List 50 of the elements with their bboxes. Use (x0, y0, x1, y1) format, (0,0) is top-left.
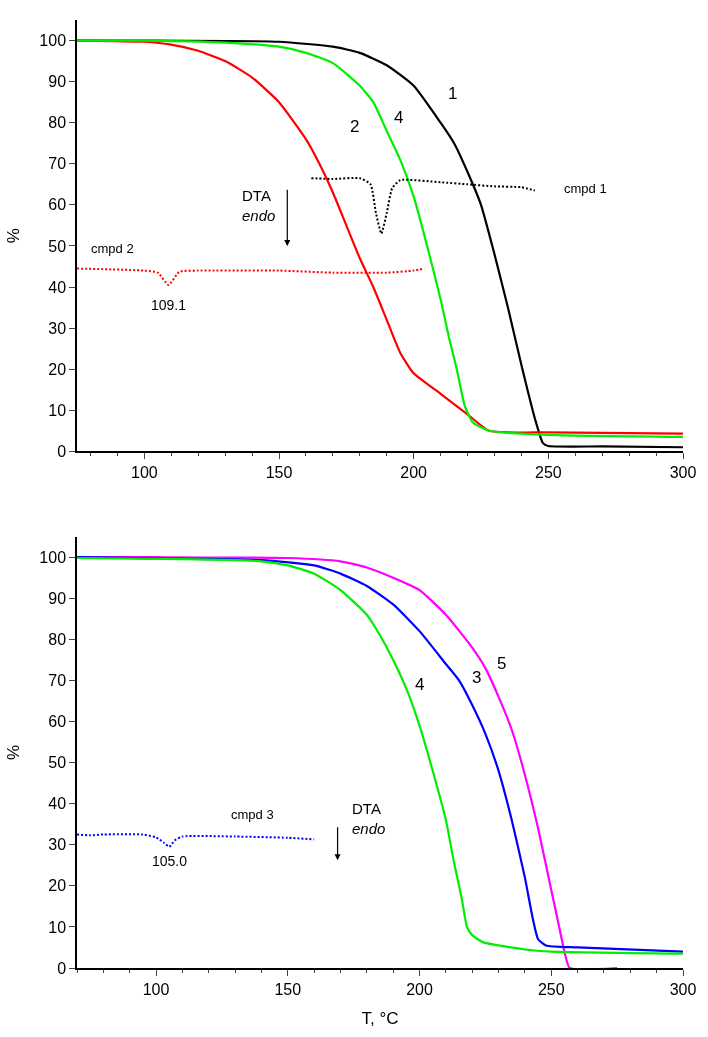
y-tick-label: 30 (48, 319, 67, 337)
x-tick-label: 250 (534, 464, 562, 482)
x-axis-title: T, °C (361, 1008, 399, 1028)
x-tick-label: 300 (669, 464, 697, 482)
annotation: DTA endo (352, 800, 386, 837)
y-tick-label: 40 (48, 278, 67, 296)
line-series (77, 833, 316, 848)
x-tick-label: 250 (537, 980, 565, 998)
annotation: 4 (415, 675, 425, 694)
x-tick-label: 100 (142, 980, 170, 998)
line-series (310, 176, 536, 235)
x-tick-label: 150 (265, 464, 293, 482)
y-tick-label: 70 (48, 672, 67, 690)
x-tick-label: 200 (406, 980, 433, 998)
y-tick-label: 30 (48, 836, 67, 854)
annotation: cmpd 1 (564, 181, 607, 196)
y-tick-label: 10 (48, 401, 67, 419)
y-tick-label: 0 (57, 442, 67, 460)
y-tick-label: 80 (48, 630, 67, 648)
y-tick-label: 60 (48, 196, 67, 214)
y-axis-title: % (4, 744, 24, 760)
annotation: 2 (350, 117, 360, 136)
y-tick-label: 90 (48, 73, 67, 91)
y-tick-label: 50 (48, 237, 67, 255)
x-tick-label: 150 (274, 980, 302, 998)
annotation: cmpd 2 (91, 241, 134, 256)
annotation: cmpd 3 (231, 807, 274, 822)
y-tick-label: 40 (48, 795, 67, 813)
x-tick-label: 100 (130, 464, 158, 482)
annotation: 4 (394, 108, 404, 127)
y-tick-label: 80 (48, 114, 67, 132)
y-tick-label: 60 (48, 713, 67, 731)
y-tick-label: 100 (39, 32, 67, 50)
y-tick-label: 20 (48, 360, 67, 378)
y-axis-title: % (4, 228, 24, 244)
annotation: 5 (497, 654, 507, 673)
y-tick-label: 0 (57, 959, 67, 977)
y-tick-label: 70 (48, 155, 67, 173)
annotation: DTA endo (242, 187, 276, 224)
y-tick-label: 10 (48, 918, 67, 936)
annotation: 105.0 (152, 853, 188, 869)
annotation: 109.1 (151, 297, 187, 313)
x-tick-label: 200 (400, 464, 428, 482)
y-tick-label: 20 (48, 877, 67, 895)
annotation: 3 (472, 668, 482, 687)
y-tick-label: 100 (39, 548, 67, 566)
y-tick-label: 50 (48, 754, 67, 772)
y-tick-label: 90 (48, 589, 67, 607)
x-tick-label: 300 (669, 980, 697, 998)
annotation: 1 (448, 84, 458, 103)
